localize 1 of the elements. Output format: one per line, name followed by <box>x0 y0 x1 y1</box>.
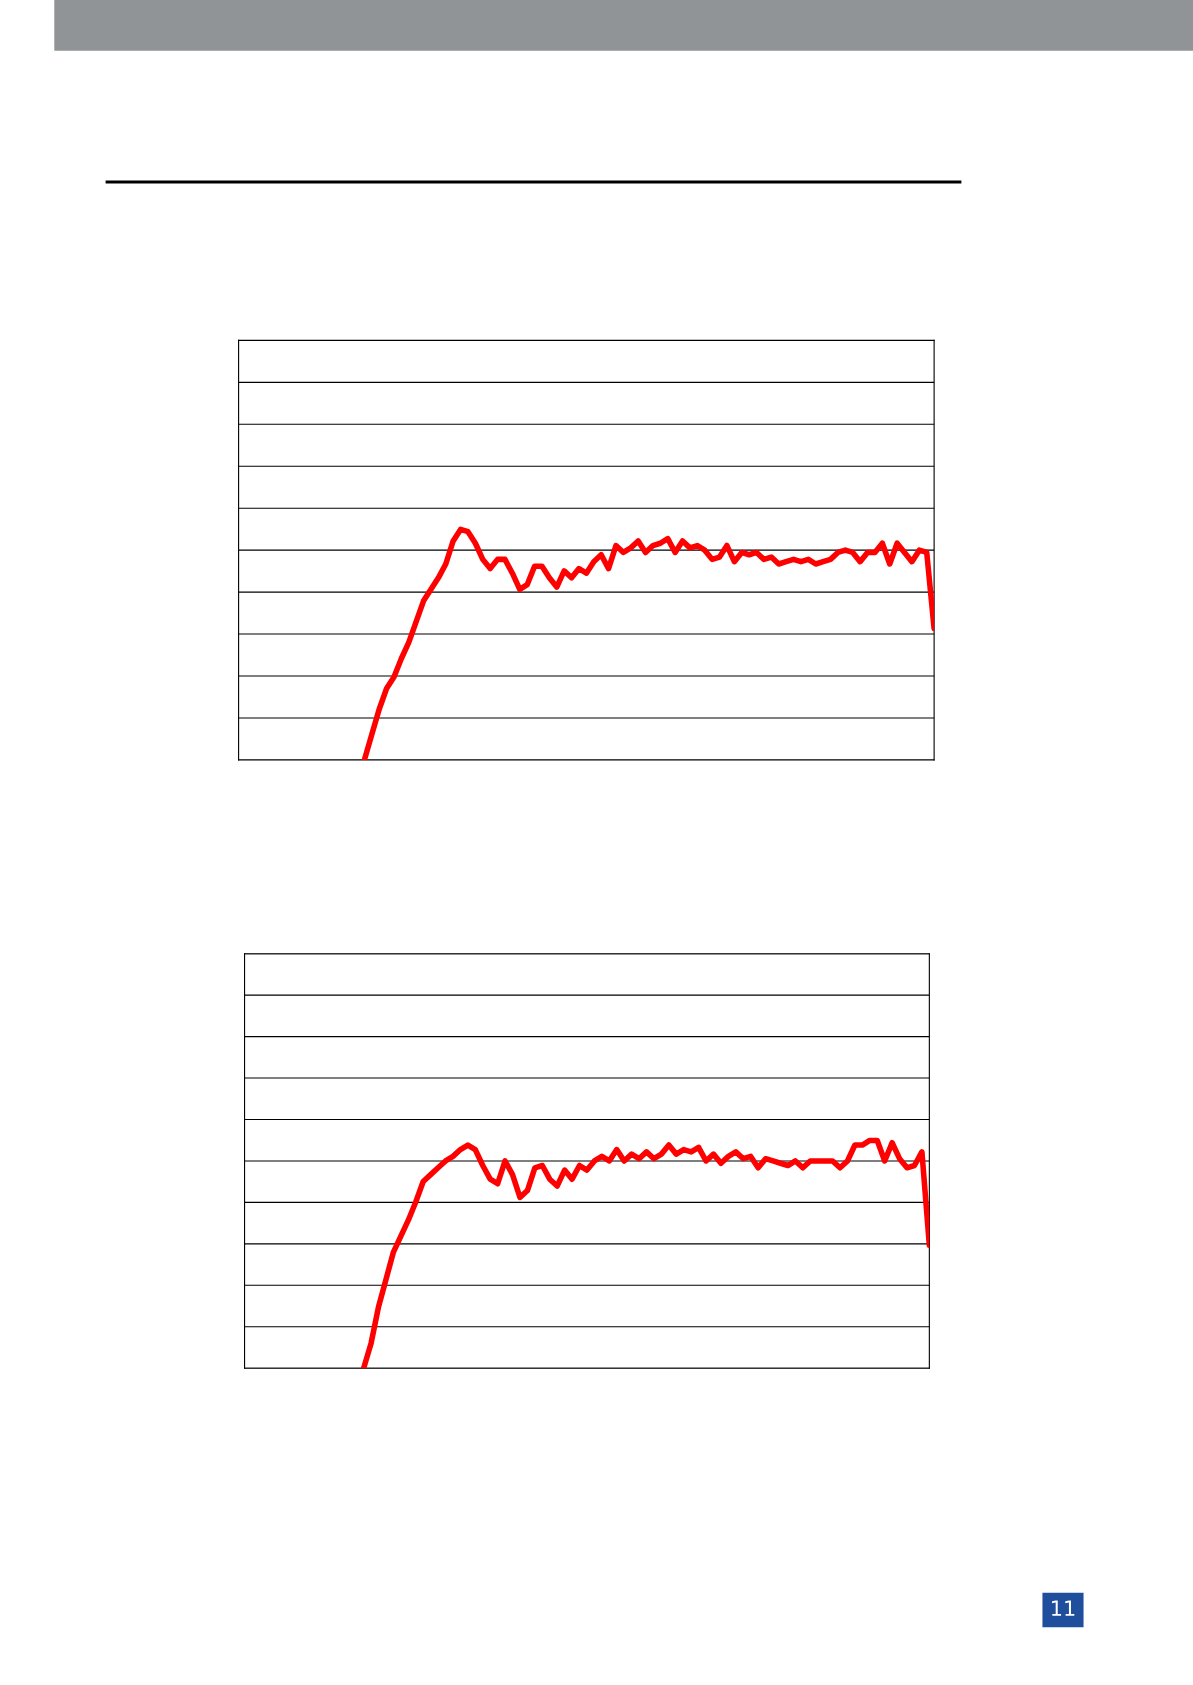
text: 11 <box>1052 1600 1075 1616</box>
